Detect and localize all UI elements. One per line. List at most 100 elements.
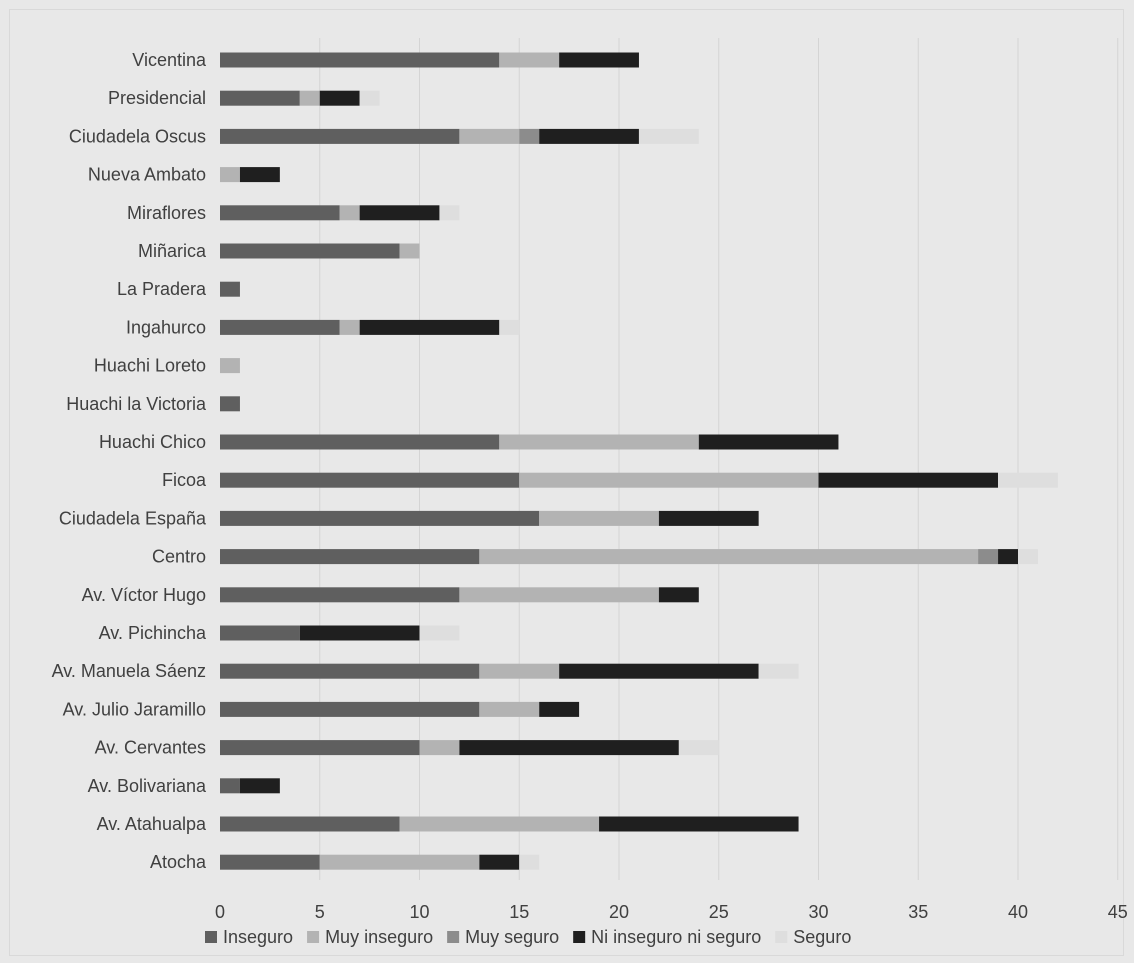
category-label: Miraflores	[127, 203, 206, 223]
bar-la-pradera-inseguro	[220, 281, 240, 297]
category-label: Presidencial	[108, 88, 206, 108]
bar-huachi-chico-inseguro	[220, 434, 500, 450]
bar-ciudadela-oscus-muy-inseguro	[459, 128, 520, 144]
legend-swatch-inseguro	[205, 931, 217, 943]
bar-ingahurco-ni-inseguro-ni-seguro	[359, 319, 500, 335]
bar-minarica-inseguro	[220, 243, 400, 259]
bar-vicentina-ni-inseguro-ni-seguro	[559, 52, 639, 68]
bar-av-atahualpa-inseguro	[220, 816, 400, 832]
bar-ciudadela-oscus-ni-inseguro-ni-seguro	[539, 128, 639, 144]
x-tick-label: 35	[908, 902, 928, 922]
bar-vicentina-muy-inseguro	[499, 52, 560, 68]
legend-label-muy-seguro: Muy seguro	[465, 927, 559, 947]
bar-atocha-inseguro	[220, 854, 320, 870]
bar-ficoa-ni-inseguro-ni-seguro	[818, 472, 999, 488]
bar-miraflores-seguro	[439, 205, 460, 221]
bar-ciudadela-oscus-muy-seguro	[519, 128, 540, 144]
bar-av-cervantes-muy-inseguro	[419, 740, 460, 756]
category-label: Nueva Ambato	[88, 165, 206, 185]
bar-av-atahualpa-muy-inseguro	[399, 816, 600, 832]
bar-av-victor-hugo-muy-inseguro	[459, 587, 659, 603]
category-label: Ciudadela Oscus	[69, 126, 206, 146]
bar-ingahurco-muy-inseguro	[339, 319, 360, 335]
bar-ingahurco-inseguro	[220, 319, 340, 335]
bar-ciudadela-espana-inseguro	[220, 510, 540, 526]
bar-ciudadela-oscus-seguro	[638, 128, 699, 144]
bar-centro-ni-inseguro-ni-seguro	[998, 549, 1018, 565]
bar-av-cervantes-seguro	[678, 740, 719, 756]
category-label: Av. Julio Jaramillo	[63, 699, 206, 719]
bar-av-bolivariana-ni-inseguro-ni-seguro	[239, 778, 280, 794]
category-label: Av. Manuela Sáenz	[52, 661, 206, 681]
bar-av-cervantes-inseguro	[220, 740, 420, 756]
legend-swatch-muy-seguro	[447, 931, 460, 943]
bar-atocha-seguro	[519, 854, 540, 870]
bar-av-victor-hugo-ni-inseguro-ni-seguro	[658, 587, 699, 603]
bar-centro-muy-seguro	[978, 549, 999, 565]
bar-ficoa-seguro	[998, 472, 1058, 488]
x-tick-label: 40	[1008, 902, 1028, 922]
x-tick-label: 30	[808, 902, 828, 922]
bars	[220, 52, 1058, 870]
category-label: La Pradera	[117, 279, 207, 299]
category-label: Atocha	[150, 852, 207, 872]
category-label: Av. Víctor Hugo	[82, 585, 206, 605]
bar-av-manuela-saenz-seguro	[758, 663, 799, 679]
category-label: Av. Pichincha	[99, 623, 207, 643]
bar-av-bolivariana-inseguro	[220, 778, 240, 794]
category-label: Av. Bolivariana	[88, 776, 207, 796]
legend-label-ni-inseguro-ni-seguro: Ni inseguro ni seguro	[591, 927, 761, 947]
bar-ficoa-muy-inseguro	[519, 472, 819, 488]
category-label: Ficoa	[162, 470, 207, 490]
x-tick-label: 0	[215, 902, 225, 922]
bar-huachi-la-victoria-inseguro	[220, 396, 240, 412]
bar-av-victor-hugo-inseguro	[220, 587, 460, 603]
bar-av-cervantes-ni-inseguro-ni-seguro	[459, 740, 679, 756]
bar-nueva-ambato-ni-inseguro-ni-seguro	[239, 167, 280, 183]
bar-centro-seguro	[1018, 549, 1038, 565]
legend-label-inseguro: Inseguro	[223, 927, 293, 947]
bar-miraflores-muy-inseguro	[339, 205, 360, 221]
legend-label-muy-inseguro: Muy inseguro	[325, 927, 433, 947]
bar-av-atahualpa-ni-inseguro-ni-seguro	[599, 816, 799, 832]
bar-minarica-muy-inseguro	[399, 243, 420, 259]
bar-ciudadela-espana-muy-inseguro	[539, 510, 659, 526]
category-label: Ingahurco	[126, 317, 206, 337]
bar-av-julio-jaramillo-inseguro	[220, 701, 480, 717]
x-tick-label: 10	[409, 902, 429, 922]
bar-vicentina-inseguro	[220, 52, 500, 68]
category-label: Centro	[152, 547, 206, 567]
category-label: Vicentina	[132, 50, 207, 70]
bar-ficoa-inseguro	[220, 472, 520, 488]
bar-av-manuela-saenz-inseguro	[220, 663, 480, 679]
category-label: Ciudadela España	[59, 508, 207, 528]
legend-swatch-muy-inseguro	[307, 931, 320, 943]
legend-swatch-ni-inseguro-ni-seguro	[573, 931, 586, 943]
bar-av-manuela-saenz-muy-inseguro	[479, 663, 560, 679]
bar-miraflores-ni-inseguro-ni-seguro	[359, 205, 440, 221]
bar-atocha-muy-inseguro	[319, 854, 480, 870]
bar-ciudadela-espana-ni-inseguro-ni-seguro	[658, 510, 759, 526]
x-tick-label: 5	[315, 902, 325, 922]
x-tick-label: 25	[709, 902, 729, 922]
x-tick-label: 15	[509, 902, 529, 922]
category-label: Huachi la Victoria	[66, 394, 207, 414]
bar-miraflores-inseguro	[220, 205, 340, 221]
value-axis: 0 5 10 15 20 25 30 35 40 45	[215, 902, 1128, 922]
x-tick-label: 20	[609, 902, 629, 922]
category-axis: Vicentina Presidencial Ciudadela Oscus Nuev…	[52, 50, 207, 872]
bar-av-julio-jaramillo-muy-inseguro	[479, 701, 540, 717]
bar-av-manuela-saenz-ni-inseguro-ni-seguro	[559, 663, 759, 679]
bar-huachi-loreto-muy-inseguro	[220, 358, 240, 374]
gridlines	[319, 38, 1119, 880]
category-label: Av. Atahualpa	[97, 814, 207, 834]
category-label: Huachi Chico	[99, 432, 206, 452]
bar-av-julio-jaramillo-ni-inseguro-ni-seguro	[539, 701, 580, 717]
bar-huachi-chico-ni-inseguro-ni-seguro	[698, 434, 839, 450]
bar-centro-inseguro	[220, 549, 480, 565]
bar-atocha-ni-inseguro-ni-seguro	[479, 854, 520, 870]
category-label: Miñarica	[138, 241, 207, 261]
legend: Inseguro Muy inseguro Muy seguro Ni insegur…	[205, 927, 851, 947]
bar-presidencial-seguro	[359, 90, 380, 106]
